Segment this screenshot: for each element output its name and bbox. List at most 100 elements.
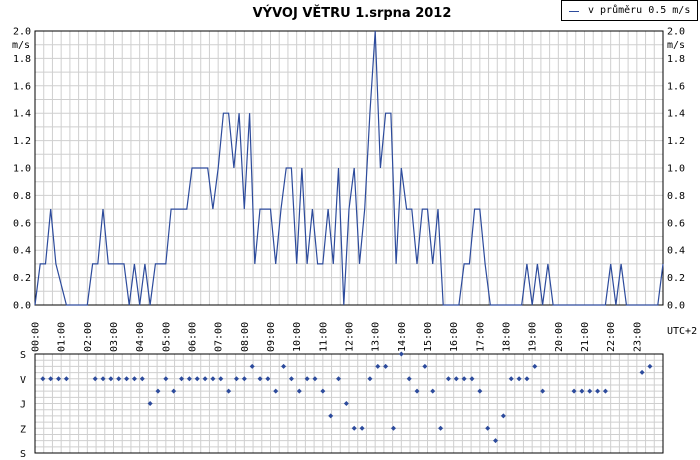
direction-point bbox=[508, 376, 514, 382]
x-tick-label: 10:00 bbox=[292, 322, 303, 352]
x-tick-label: 09:00 bbox=[266, 322, 277, 352]
y-tick-label-right: 0.0 bbox=[667, 301, 685, 312]
x-tick-label: 13:00 bbox=[371, 322, 382, 352]
direction-point bbox=[312, 376, 318, 382]
direction-point bbox=[406, 376, 412, 382]
direction-point bbox=[571, 388, 577, 394]
direction-point bbox=[320, 388, 326, 394]
y-tick-label-right: 1.0 bbox=[667, 164, 685, 175]
direction-point bbox=[296, 388, 302, 394]
direction-point bbox=[383, 363, 389, 369]
direction-frame bbox=[34, 353, 664, 454]
direction-point bbox=[233, 376, 239, 382]
plot-frame bbox=[34, 30, 664, 306]
direction-point bbox=[343, 401, 349, 406]
direction-tick-label: S bbox=[20, 449, 26, 460]
direction-point bbox=[131, 376, 137, 382]
x-axis-label: UTC+2 bbox=[667, 326, 697, 337]
y-tick-label-left: 0.2 bbox=[13, 273, 31, 284]
y-axis-unit-left: m/s bbox=[12, 40, 30, 51]
direction-point bbox=[124, 376, 130, 382]
direction-point bbox=[540, 388, 546, 394]
x-tick-label: 02:00 bbox=[83, 322, 94, 352]
direction-point bbox=[241, 376, 247, 382]
direction-point bbox=[367, 376, 373, 382]
direction-point bbox=[595, 388, 601, 394]
direction-point bbox=[116, 376, 122, 382]
direction-point bbox=[163, 376, 169, 382]
direction-point bbox=[202, 376, 208, 382]
x-tick-label: 16:00 bbox=[449, 322, 460, 352]
speed-panel: 0.0 0.0 0.2 0.2 0.4 0.4 0.6 0.6 0.8 0.8 1.0 1.0 1.2 1… bbox=[12, 27, 697, 353]
direction-point bbox=[92, 376, 98, 382]
x-tick-label: 11:00 bbox=[318, 322, 329, 352]
y-tick-label-right: 1.2 bbox=[667, 136, 685, 147]
x-tick-label: 03:00 bbox=[109, 322, 120, 352]
direction-point bbox=[414, 388, 420, 394]
x-tick-label: 18:00 bbox=[502, 322, 513, 352]
direction-point bbox=[194, 376, 200, 382]
direction-point bbox=[430, 388, 436, 394]
wind-speed-line bbox=[34, 30, 664, 306]
direction-point bbox=[587, 388, 593, 394]
direction-point bbox=[108, 376, 114, 382]
direction-point bbox=[493, 438, 499, 444]
direction-point bbox=[249, 363, 255, 369]
direction-point bbox=[40, 376, 46, 382]
direction-point bbox=[485, 425, 491, 431]
x-tick-label: 12:00 bbox=[345, 322, 356, 352]
direction-point bbox=[304, 376, 310, 382]
direction-point bbox=[602, 388, 608, 394]
direction-point bbox=[257, 376, 263, 382]
y-tick-label-left: 1.8 bbox=[13, 54, 31, 65]
direction-point bbox=[390, 425, 396, 431]
direction-tick-label: V bbox=[20, 375, 26, 386]
chart-title: VÝVOJ VĚTRU 1.srpna 2012 bbox=[253, 5, 452, 21]
direction-point bbox=[100, 376, 106, 382]
y-tick-label-right: 0.8 bbox=[667, 191, 685, 202]
direction-point bbox=[445, 376, 451, 382]
direction-point bbox=[461, 376, 467, 382]
direction-point bbox=[171, 388, 177, 394]
direction-point bbox=[288, 376, 294, 382]
direction-point bbox=[147, 401, 153, 406]
y-tick-label-left: 0.8 bbox=[13, 191, 31, 202]
x-tick-label: 01:00 bbox=[57, 322, 68, 352]
y-tick-label-left: 1.0 bbox=[13, 164, 31, 175]
y-tick-label-left: 1.6 bbox=[13, 81, 31, 92]
direction-point bbox=[500, 413, 506, 419]
x-tick-label: 20:00 bbox=[554, 322, 565, 352]
direction-point bbox=[210, 376, 216, 382]
x-tick-label: 15:00 bbox=[423, 322, 434, 352]
direction-point bbox=[469, 376, 475, 382]
y-tick-label-right: 0.4 bbox=[667, 246, 685, 257]
x-tick-label: 04:00 bbox=[135, 322, 146, 352]
legend-swatch bbox=[569, 11, 579, 12]
x-tick-label: 07:00 bbox=[214, 322, 225, 352]
x-tick-label: 00:00 bbox=[31, 322, 42, 352]
direction-point bbox=[647, 363, 653, 369]
direction-point bbox=[218, 376, 224, 382]
y-tick-label-left: 0.0 bbox=[13, 301, 31, 312]
direction-point bbox=[186, 376, 192, 382]
x-tick-label: 22:00 bbox=[606, 322, 617, 352]
y-tick-label-right: 2.0 bbox=[667, 27, 685, 38]
direction-point bbox=[351, 425, 357, 431]
direction-point bbox=[281, 363, 287, 369]
direction-point bbox=[155, 388, 161, 394]
x-tick-label: 21:00 bbox=[580, 322, 591, 352]
direction-point bbox=[438, 425, 444, 431]
direction-point bbox=[226, 388, 232, 394]
x-tick-label: 14:00 bbox=[397, 322, 408, 352]
direction-point bbox=[579, 388, 585, 394]
direction-point bbox=[516, 376, 522, 382]
y-tick-label-left: 1.2 bbox=[13, 136, 31, 147]
direction-point bbox=[477, 388, 483, 394]
direction-point bbox=[336, 376, 342, 382]
y-tick-label-right: 0.6 bbox=[667, 218, 685, 229]
direction-point bbox=[139, 376, 145, 382]
direction-point bbox=[375, 363, 381, 369]
y-tick-label-right: 1.6 bbox=[667, 81, 685, 92]
legend: v průměru 0.5 m/s bbox=[561, 0, 698, 21]
